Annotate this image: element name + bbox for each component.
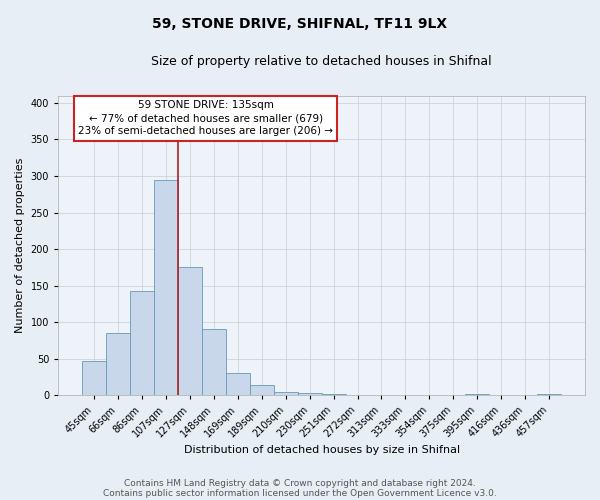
Bar bbox=[465, 394, 489, 396]
Bar bbox=[178, 268, 202, 396]
Text: Contains public sector information licensed under the Open Government Licence v3: Contains public sector information licen… bbox=[103, 488, 497, 498]
Bar bbox=[202, 329, 226, 396]
Bar bbox=[154, 180, 178, 396]
Bar bbox=[537, 394, 561, 396]
Bar bbox=[322, 394, 346, 396]
Y-axis label: Number of detached properties: Number of detached properties bbox=[15, 158, 25, 333]
Title: Size of property relative to detached houses in Shifnal: Size of property relative to detached ho… bbox=[151, 55, 492, 68]
Bar bbox=[82, 361, 106, 396]
Text: Contains HM Land Registry data © Crown copyright and database right 2024.: Contains HM Land Registry data © Crown c… bbox=[124, 478, 476, 488]
X-axis label: Distribution of detached houses by size in Shifnal: Distribution of detached houses by size … bbox=[184, 445, 460, 455]
Bar bbox=[226, 374, 250, 396]
Bar bbox=[106, 332, 130, 396]
Bar bbox=[274, 392, 298, 396]
Text: 59, STONE DRIVE, SHIFNAL, TF11 9LX: 59, STONE DRIVE, SHIFNAL, TF11 9LX bbox=[152, 18, 448, 32]
Text: 59 STONE DRIVE: 135sqm
← 77% of detached houses are smaller (679)
23% of semi-de: 59 STONE DRIVE: 135sqm ← 77% of detached… bbox=[78, 100, 333, 136]
Bar bbox=[250, 385, 274, 396]
Bar bbox=[130, 291, 154, 396]
Bar bbox=[298, 393, 322, 396]
